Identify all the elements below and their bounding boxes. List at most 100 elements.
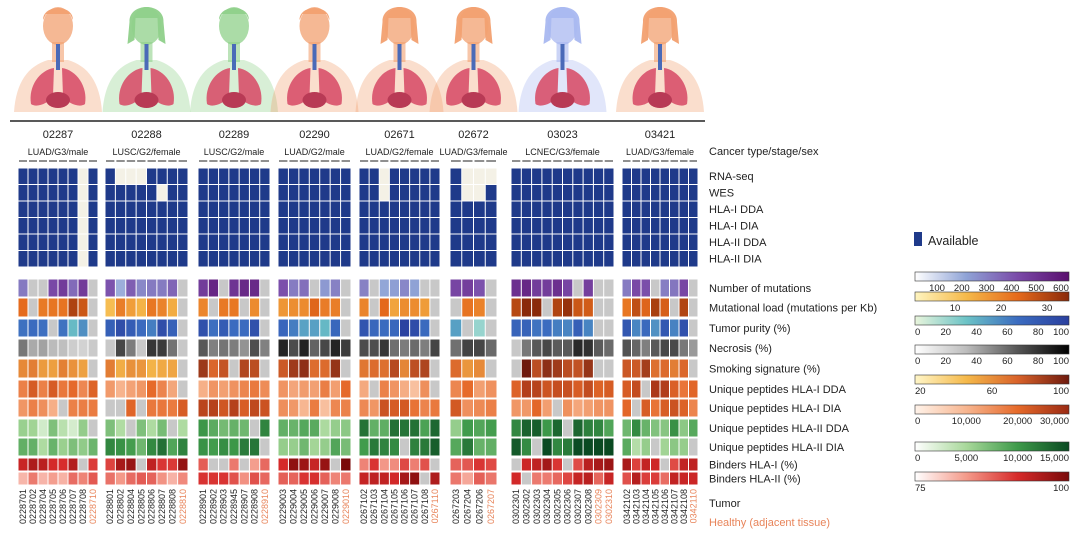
metric-cell xyxy=(521,380,532,398)
metric-cell xyxy=(474,380,485,398)
availability-cell xyxy=(563,168,573,184)
metric-cell xyxy=(167,399,178,417)
availability-cell xyxy=(219,201,229,217)
availability-cell xyxy=(521,168,532,184)
availability-cell xyxy=(330,201,341,217)
metric-cell xyxy=(552,472,562,485)
availability-cell xyxy=(136,201,146,217)
metric-cell xyxy=(563,380,573,398)
availability-cell xyxy=(511,168,521,184)
availability-cell xyxy=(249,218,260,234)
availability-cell xyxy=(389,234,399,250)
colorbar xyxy=(914,344,1070,355)
sample-id-tumor: 0229008 xyxy=(330,489,340,524)
metric-cell xyxy=(369,380,379,398)
metric-cell xyxy=(309,339,320,357)
metric-cell xyxy=(532,380,542,398)
availability-cell xyxy=(157,251,167,267)
metric-cell xyxy=(147,419,157,437)
metric-cell xyxy=(229,399,239,417)
metric-cell xyxy=(474,359,485,378)
availability-cell xyxy=(389,251,399,267)
availability-cell xyxy=(532,218,542,234)
metric-cell xyxy=(379,438,389,456)
metric-cell xyxy=(632,458,641,471)
availability-cell xyxy=(389,185,399,201)
availability-cell xyxy=(38,234,48,250)
metric-cell xyxy=(532,339,542,357)
colorbar-tick: 10,000 xyxy=(952,416,981,427)
metric-cell xyxy=(309,298,320,317)
availability-cell xyxy=(369,251,379,267)
metric-cell xyxy=(278,339,288,357)
metric-cell xyxy=(208,359,219,378)
sample-id-healthy: 0267110 xyxy=(430,489,440,523)
metric-cell xyxy=(400,438,410,456)
metric-cell xyxy=(542,279,552,297)
metric-cell xyxy=(641,380,650,398)
metric-cell xyxy=(563,472,573,485)
metric-cell xyxy=(583,472,593,485)
metric-cell xyxy=(420,298,430,317)
availability-cell xyxy=(115,168,126,184)
metric-cell xyxy=(18,438,28,456)
patient-info: LCNEC/G3/female xyxy=(525,147,600,157)
metric-cell xyxy=(330,319,341,337)
availability-cell xyxy=(573,185,583,201)
availability-cell xyxy=(660,218,669,234)
availability-cell xyxy=(532,251,542,267)
sample-id-tumor: 0267206 xyxy=(474,489,484,524)
sample-id-tumor: 0302305 xyxy=(552,489,562,524)
availability-cell xyxy=(542,218,552,234)
availability-cell xyxy=(18,218,28,234)
metric-cell xyxy=(410,279,420,297)
metric-cell xyxy=(78,380,88,398)
availability-cell xyxy=(622,168,631,184)
trachea-shape xyxy=(658,44,662,70)
availability-cell xyxy=(288,251,299,267)
metric-cell xyxy=(198,399,208,417)
body-illustration-02671 xyxy=(355,7,444,112)
availability-cell xyxy=(563,185,573,201)
availability-cell xyxy=(278,168,288,184)
metric-cell xyxy=(622,458,631,471)
availability-cell xyxy=(632,251,641,267)
metric-cell xyxy=(105,419,115,437)
availability-cell xyxy=(278,185,288,201)
availability-cell xyxy=(278,201,288,217)
metric-cell xyxy=(670,339,679,357)
metric-cell xyxy=(583,298,593,317)
colorbar-tick: 0 xyxy=(915,327,920,338)
metric-cell xyxy=(341,319,351,337)
metric-cell xyxy=(28,438,38,456)
metric-cell xyxy=(78,339,88,357)
metric-cell xyxy=(573,380,583,398)
hair-shape xyxy=(127,7,166,44)
metric-cell xyxy=(157,359,167,378)
sample-id-tumor: 0267106 xyxy=(400,489,410,524)
metric-cell xyxy=(532,359,542,378)
metric-cell xyxy=(208,399,219,417)
metric-cell xyxy=(299,298,309,317)
metric-cell xyxy=(511,359,521,378)
metric-cell xyxy=(299,399,309,417)
availability-cell xyxy=(359,218,369,234)
metric-cell xyxy=(88,359,98,378)
metric-cell xyxy=(430,279,440,297)
row-label-metric: Unique peptides HLA-I DDA xyxy=(709,384,847,396)
availability-cell xyxy=(359,185,369,201)
availability-cell xyxy=(532,201,542,217)
metric-cell xyxy=(115,458,126,471)
heart-shape xyxy=(461,92,486,108)
metric-cell xyxy=(573,399,583,417)
metric-cell xyxy=(147,399,157,417)
sample-id-tumor: 0302302 xyxy=(521,489,531,524)
availability-cell xyxy=(552,218,562,234)
availability-cell xyxy=(28,168,38,184)
metric-cell xyxy=(239,279,249,297)
metric-cell xyxy=(573,339,583,357)
metric-cell xyxy=(208,319,219,337)
metric-cell xyxy=(167,359,178,378)
availability-cell xyxy=(632,234,641,250)
metric-cell xyxy=(341,298,351,317)
